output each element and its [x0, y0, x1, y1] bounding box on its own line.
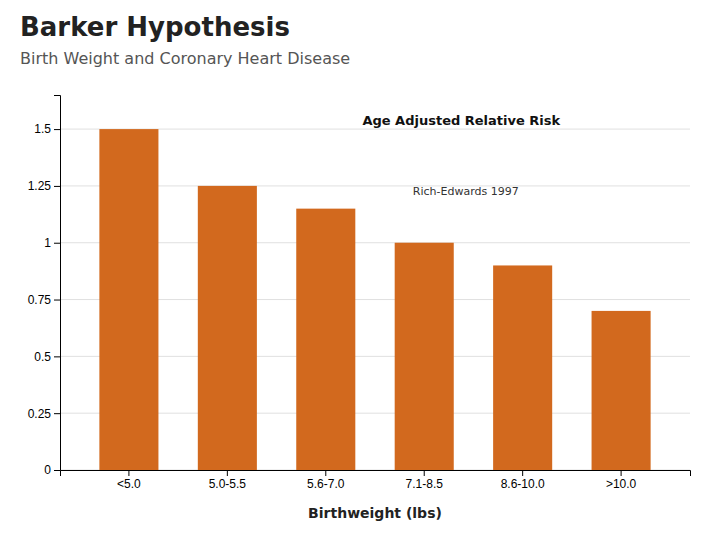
y-tick-mark [54, 300, 60, 301]
y-axis: 0 0.25 0.5 0.75 1 1.25 1.5 [28, 96, 61, 478]
y-tick-label: 0.25 [28, 407, 52, 421]
chart-svg: Barker Hypothesis Birth Weight and Corona… [0, 0, 720, 540]
y-tick-label: 0.5 [34, 350, 51, 364]
x-tick-label: 8.6-10.0 [501, 477, 545, 491]
bar [296, 209, 355, 470]
x-tick-label: <5.0 [117, 477, 141, 491]
title: Barker Hypothesis [20, 12, 290, 42]
x-axis-label: Birthweight (lbs) [308, 505, 442, 521]
grid [60, 129, 690, 470]
y-tick: 0.25 [28, 407, 60, 421]
x-tick-mark [522, 470, 523, 476]
x-tick-label: 5.6-7.0 [307, 477, 345, 491]
x-tick: 8.6-10.0 [501, 470, 545, 491]
y-tick-label: 1.25 [28, 179, 52, 193]
y-tick-label: 0.75 [28, 293, 52, 307]
y-tick: 1.25 [28, 179, 60, 193]
annotation: Rich-Edwards 1997 [413, 185, 519, 198]
x-tick: 5.0-5.5 [209, 470, 247, 491]
y-tick-label: 1 [44, 236, 51, 250]
y-tick-label: 1.5 [34, 122, 51, 136]
x-tick-label: 5.0-5.5 [209, 477, 247, 491]
bar [493, 265, 552, 470]
y-tick: 1.5 [34, 122, 60, 136]
x-tick-mark [128, 470, 129, 476]
x-tick-mark [325, 470, 326, 476]
y-axis-line [54, 96, 61, 471]
y-tick: 0 [44, 463, 60, 477]
subtitle: Birth Weight and Coronary Heart Disease [20, 49, 350, 68]
y-tick-mark [54, 470, 60, 471]
x-tick: 5.6-7.0 [307, 470, 345, 491]
bar [395, 243, 454, 470]
y-tick-mark [54, 243, 60, 244]
x-tick-mark [424, 470, 425, 476]
y-tick-mark [54, 186, 60, 187]
x-tick: <5.0 [117, 470, 141, 491]
bar [198, 186, 257, 470]
y-tick: 1 [44, 236, 60, 250]
plot: <5.05.0-5.55.6-7.07.1-8.58.6-10.0>10.000… [28, 96, 691, 522]
x-axis-line [61, 471, 691, 477]
x-tick-label: >10.0 [606, 477, 637, 491]
x-tick-label: 7.1-8.5 [406, 477, 444, 491]
annotation: Age Adjusted Relative Risk [362, 113, 560, 128]
y-tick-mark [54, 356, 60, 357]
y-tick: 0.75 [28, 293, 60, 307]
y-tick-mark [54, 129, 60, 130]
y-tick-mark [54, 413, 60, 414]
x-tick: 7.1-8.5 [406, 470, 444, 491]
x-tick-mark [227, 470, 228, 476]
x-tick: >10.0 [606, 470, 637, 491]
chart-container: Barker Hypothesis Birth Weight and Corona… [0, 0, 720, 540]
bar [99, 129, 158, 470]
x-axis: <5.0 5.0-5.5 5.6-7.0 7.1-8.5 8.6-10.0 >10.0 [61, 470, 691, 491]
y-tick: 0.5 [34, 350, 60, 364]
bar [592, 311, 651, 470]
y-tick-label: 0 [44, 463, 51, 477]
bars [99, 129, 650, 470]
x-tick-mark [621, 470, 622, 476]
